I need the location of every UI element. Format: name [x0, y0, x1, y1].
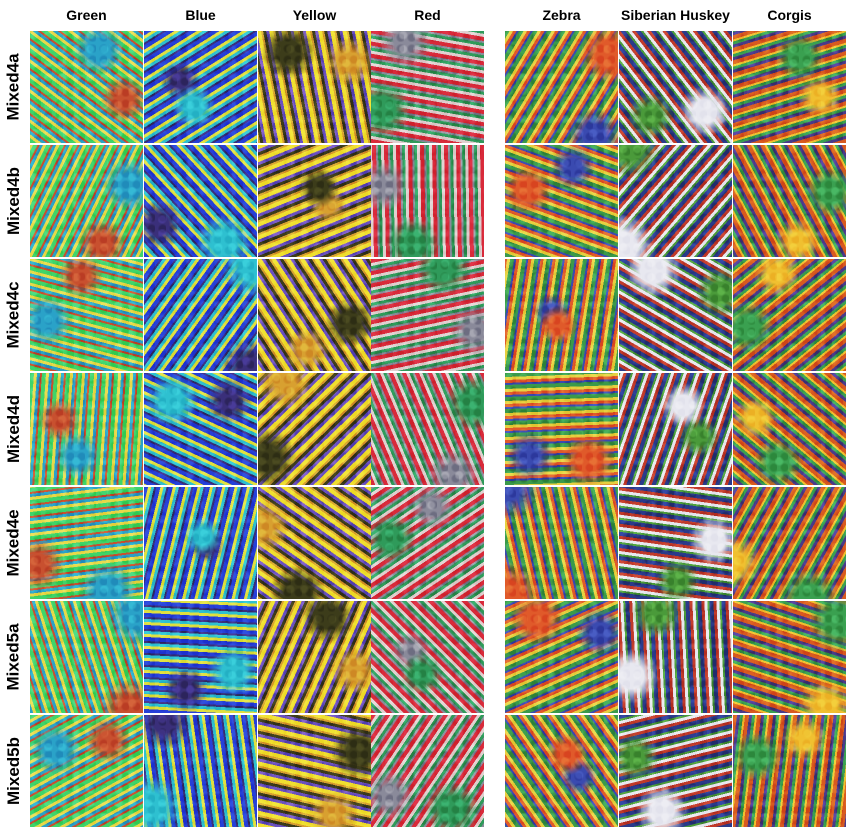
visualization-tile-mixed5b-blue	[144, 715, 257, 827]
visualization-tile-mixed5a-yellow	[258, 601, 371, 713]
row-label-text: Mixed5b	[4, 736, 23, 806]
visualization-tile-mixed5b-green	[30, 715, 143, 827]
visualization-tile-mixed4b-yellow	[258, 145, 371, 257]
visualization-tile-mixed5a-blue	[144, 601, 257, 713]
visualization-tile-mixed5a-green	[30, 601, 143, 713]
row-label-text: Mixed4a	[4, 53, 23, 121]
visualization-tile-mixed4c-green	[30, 259, 143, 371]
row-label-mixed4a: Mixed4a	[0, 30, 28, 144]
row-label-mixed4c: Mixed4c	[0, 258, 28, 372]
visualization-tile-mixed4d-blue	[144, 373, 257, 485]
row-label-text: Mixed4e	[4, 509, 23, 577]
visualization-tile-mixed4c-blue	[144, 259, 257, 371]
visualization-tile-mixed4c-yellow	[258, 259, 371, 371]
visualization-tile-mixed4b-blue	[144, 145, 257, 257]
row-label-text: Mixed4d	[4, 394, 23, 464]
row-label-mixed4e: Mixed4e	[0, 486, 28, 600]
visualization-tile-mixed5b-corgis	[733, 715, 846, 827]
visualization-tile-mixed5b-siberian-huskey	[619, 715, 732, 827]
row-label-mixed5b: Mixed5b	[0, 714, 28, 828]
visualization-tile-mixed4a-zebra	[505, 31, 618, 143]
visualization-tile-mixed5a-zebra	[505, 601, 618, 713]
visualization-tile-mixed4c-red	[371, 259, 484, 371]
column-header-yellow: Yellow	[292, 7, 337, 23]
visualization-tile-mixed5a-siberian-huskey	[619, 601, 732, 713]
visualization-tile-mixed4a-blue	[144, 31, 257, 143]
column-header-green: Green	[66, 7, 107, 23]
visualization-tile-mixed4b-green	[30, 145, 143, 257]
visualization-tile-mixed5a-corgis	[733, 601, 846, 713]
visualization-tile-mixed4a-green	[30, 31, 143, 143]
visualization-tile-mixed4c-siberian-huskey	[619, 259, 732, 371]
row-label-text: Mixed5a	[4, 623, 23, 691]
row-label-text: Mixed4b	[4, 166, 23, 236]
visualization-tile-mixed4b-zebra	[505, 145, 618, 257]
visualization-tile-mixed4d-yellow	[258, 373, 371, 485]
visualization-tile-mixed4c-corgis	[733, 259, 846, 371]
visualization-tile-mixed5b-red	[371, 715, 484, 827]
column-header-corgis: Corgis	[767, 7, 812, 23]
visualization-tile-mixed4a-red	[371, 31, 484, 143]
column-header-zebra: Zebra	[542, 7, 581, 23]
row-label-mixed5a: Mixed5a	[0, 600, 28, 714]
visualization-tile-mixed4b-corgis	[733, 145, 846, 257]
visualization-tile-mixed4d-zebra	[505, 373, 618, 485]
visualization-tile-mixed4e-corgis	[733, 487, 846, 599]
visualization-tile-mixed4e-zebra	[505, 487, 618, 599]
visualization-tile-mixed4e-green	[30, 487, 143, 599]
visualization-tile-mixed5b-zebra	[505, 715, 618, 827]
visualization-tile-mixed4c-zebra	[505, 259, 618, 371]
visualization-tile-mixed4e-red	[371, 487, 484, 599]
visualization-tile-mixed5b-yellow	[258, 715, 371, 827]
visualization-tile-mixed4b-siberian-huskey	[619, 145, 732, 257]
visualization-tile-mixed4e-blue	[144, 487, 257, 599]
column-header-blue: Blue	[185, 7, 216, 23]
visualization-tile-mixed5a-red	[371, 601, 484, 713]
visualization-tile-mixed4d-red	[371, 373, 484, 485]
visualization-tile-mixed4b-red	[371, 145, 484, 257]
visualization-tile-mixed4e-yellow	[258, 487, 371, 599]
row-label-mixed4b: Mixed4b	[0, 144, 28, 258]
column-header-siberian-huskey: Siberian Huskey	[621, 7, 730, 23]
row-label-text: Mixed4c	[4, 281, 23, 349]
row-label-mixed4d: Mixed4d	[0, 372, 28, 486]
column-header-red: Red	[414, 7, 441, 23]
visualization-tile-mixed4d-siberian-huskey	[619, 373, 732, 485]
visualization-tile-mixed4a-corgis	[733, 31, 846, 143]
visualization-tile-mixed4a-siberian-huskey	[619, 31, 732, 143]
visualization-tile-mixed4a-yellow	[258, 31, 371, 143]
visualization-tile-mixed4d-green	[30, 373, 143, 485]
visualization-tile-mixed4d-corgis	[733, 373, 846, 485]
visualization-tile-mixed4e-siberian-huskey	[619, 487, 732, 599]
